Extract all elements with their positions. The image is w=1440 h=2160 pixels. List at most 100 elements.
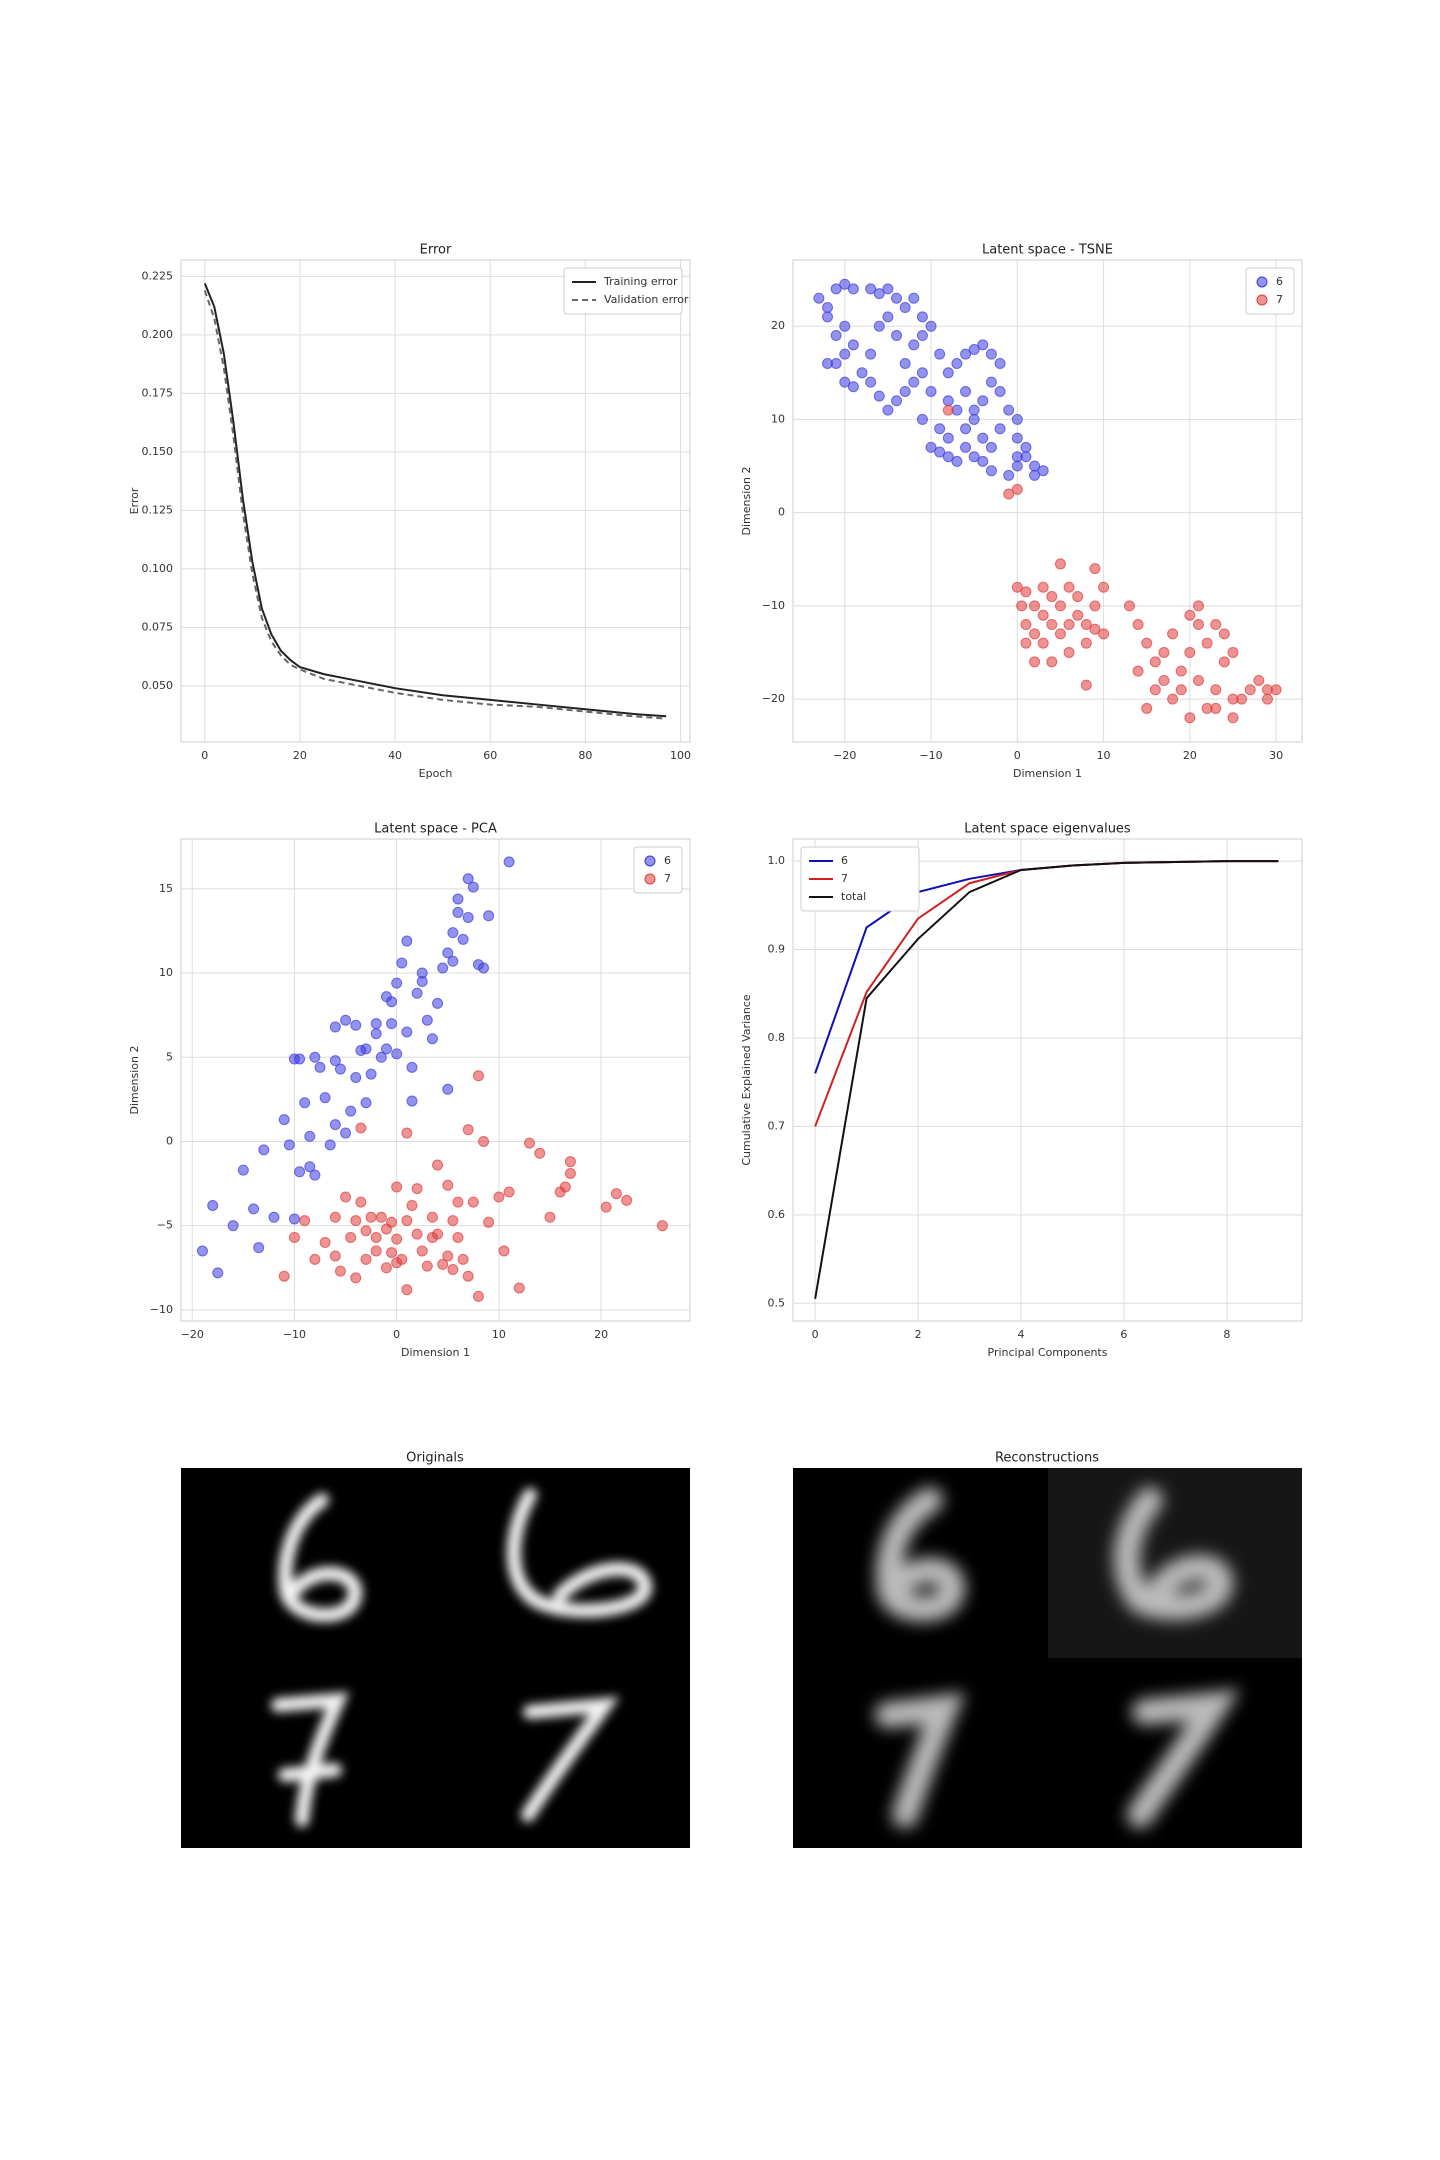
image-title: Reconstructions <box>995 1451 1099 1466</box>
point <box>421 1260 433 1272</box>
point <box>977 455 989 467</box>
point <box>483 910 495 922</box>
point <box>908 292 920 304</box>
originals-image <box>181 1468 690 1848</box>
point <box>1132 619 1144 631</box>
point <box>350 1215 362 1227</box>
y-tick-label: 0.150 <box>142 445 174 458</box>
point <box>401 1284 413 1296</box>
point <box>1011 432 1023 444</box>
point <box>426 1231 438 1243</box>
point <box>237 1164 249 1176</box>
x-tick-label: 10 <box>492 1328 506 1341</box>
point <box>1054 628 1066 640</box>
point <box>1089 623 1101 635</box>
point <box>1218 628 1230 640</box>
point <box>365 1211 377 1223</box>
x-tick-label: 0 <box>812 1328 819 1341</box>
point <box>600 1201 612 1213</box>
point <box>447 927 459 939</box>
point <box>309 1051 321 1063</box>
legend-label: 7 <box>1276 293 1283 306</box>
point <box>1011 413 1023 425</box>
point <box>396 957 408 969</box>
point <box>304 1161 316 1173</box>
point <box>503 1186 515 1198</box>
point <box>1210 684 1222 696</box>
y-tick-label: 0.100 <box>142 562 174 575</box>
point <box>411 987 423 999</box>
point <box>360 1253 372 1265</box>
point <box>391 977 403 989</box>
point <box>227 1220 239 1232</box>
point <box>544 1211 556 1223</box>
point <box>1020 619 1032 631</box>
point <box>207 1199 219 1211</box>
legend: 67 <box>1245 267 1295 315</box>
point <box>1029 469 1041 481</box>
point <box>1037 581 1049 593</box>
point <box>1123 600 1135 612</box>
y-tick-label: 0.125 <box>142 503 174 516</box>
point <box>1046 591 1058 603</box>
point <box>1037 465 1049 477</box>
point <box>1003 469 1015 481</box>
point <box>822 302 834 314</box>
point <box>380 1043 392 1055</box>
y-axis-label: Dimension 2 <box>128 1046 141 1115</box>
chart-title: Error <box>420 243 452 258</box>
point <box>299 1097 311 1109</box>
point <box>1080 619 1092 631</box>
point <box>891 292 903 304</box>
point <box>411 1228 423 1240</box>
y-tick-label: 0 <box>778 506 785 519</box>
y-axis-label: Cumulative Explained Variance <box>740 994 753 1166</box>
point <box>278 1114 290 1126</box>
point <box>873 288 885 300</box>
x-tick-label: 20 <box>293 749 307 762</box>
point <box>985 441 997 453</box>
point <box>329 1211 341 1223</box>
point <box>467 1196 479 1208</box>
point <box>253 1242 265 1254</box>
point <box>1184 646 1196 658</box>
y-tick-label: 0.6 <box>768 1208 786 1221</box>
chart: 0 2 4 6 8 0.5 0.6 0.7 0.8 0.9 1.0 Latent space eige… <box>740 822 1303 1359</box>
point <box>1063 581 1075 593</box>
x-tick-label: 2 <box>915 1328 922 1341</box>
point <box>1244 684 1256 696</box>
x-tick-label: 20 <box>594 1328 608 1341</box>
x-tick-label: 20 <box>1183 749 1197 762</box>
point <box>288 1231 300 1243</box>
point <box>968 404 980 416</box>
line <box>203 290 667 720</box>
point <box>345 1105 357 1117</box>
point <box>406 1199 418 1211</box>
point <box>334 1063 346 1075</box>
point <box>1089 563 1101 575</box>
x-tick-label: 30 <box>1269 749 1283 762</box>
y-tick-label: 0.8 <box>768 1031 786 1044</box>
point <box>350 1019 362 1031</box>
point <box>426 1211 438 1223</box>
point <box>452 893 464 905</box>
point <box>1210 619 1222 631</box>
point <box>447 1263 459 1275</box>
point <box>813 292 825 304</box>
point <box>1046 656 1058 668</box>
point <box>1184 712 1196 724</box>
point <box>916 367 928 379</box>
point <box>1192 674 1204 686</box>
point <box>513 1282 525 1294</box>
point <box>345 1231 357 1243</box>
point <box>977 395 989 407</box>
point <box>447 1215 459 1227</box>
x-tick-label: −20 <box>833 749 856 762</box>
point <box>248 1203 260 1215</box>
chart: −20 −10 0 10 20 30 −20 −10 0 10 20 Latent space - T… <box>740 243 1303 780</box>
point <box>472 1290 484 1302</box>
x-tick-label: 60 <box>483 749 497 762</box>
